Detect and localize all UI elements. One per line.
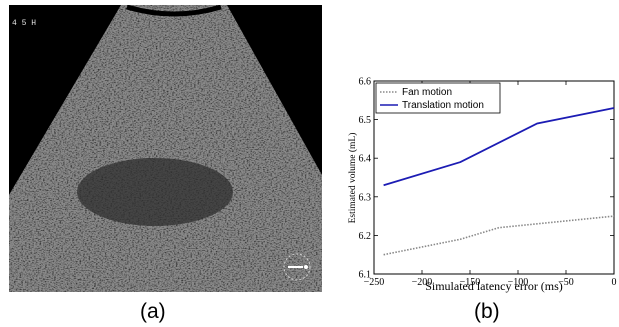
legend-label-translation-motion: Translation motion [402,100,484,111]
x-tick-label: −50 [558,277,574,288]
x-tick-label: −250 [364,277,385,288]
ultrasound-image: 4 5 H [9,5,322,292]
x-tick-label: −200 [412,277,433,288]
y-tick-label: 6.1 [359,270,372,281]
probe-orientation-icon [283,253,311,281]
chart-legend: Fan motion Translation motion [375,82,501,114]
x-tick-label: 0 [612,277,617,288]
series-line-fan-motion [383,215,615,256]
series-line-translation-motion [383,107,615,187]
y-tick-label: 6.4 [359,154,372,165]
x-axis-label: Simulated latency error (ms) [425,279,563,293]
ultrasound-lesion [77,158,233,226]
y-tick-label: 6.5 [359,115,372,126]
y-axis-label: Estimated volume (mL) [347,133,358,224]
y-tick-label: 6.6 [359,77,372,88]
ultrasound-corner-text: 4 5 H [12,19,36,28]
ultrasound-probe-arc [126,5,222,17]
y-tick-label: 6.3 [359,192,372,203]
x-tick-label: −150 [460,277,481,288]
y-tick-label: 6.2 [359,231,372,242]
x-tick-label: −100 [508,277,529,288]
volume-vs-latency-chart: −250 −200 −150 −100 −50 0 6.16.26.36.46.56.6 … [347,77,617,294]
panel-a-label: (a) [140,300,166,323]
panel-b-label: (b) [474,300,500,323]
legend-label-fan-motion: Fan motion [402,87,452,98]
legend-box [375,82,501,114]
